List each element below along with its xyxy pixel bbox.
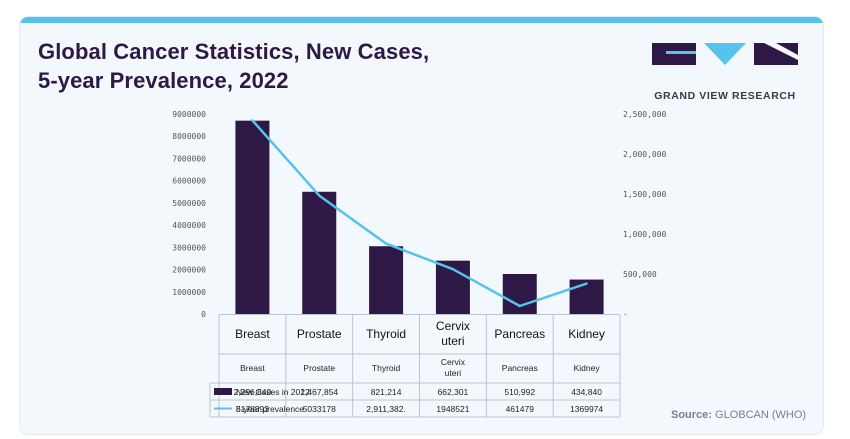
legend-name: 5-year prevalence: [236, 404, 304, 414]
legend-key-bar: [214, 388, 232, 395]
table-cell-prevalence: 8178393: [236, 404, 269, 414]
table-cell-new-cases: 434,840: [571, 387, 602, 397]
table-cell-prevalence: 2,911,382.: [366, 404, 406, 414]
table-header-label: Kidney: [574, 363, 601, 373]
logo-mark-icon: [652, 43, 798, 65]
x-tick-label: Thyroid: [366, 327, 406, 341]
bar-new-cases: [502, 274, 537, 314]
table-header-label: Pancreas: [502, 363, 538, 373]
legend-name: New Cases in 2022: [236, 387, 310, 397]
table-cell-new-cases: 662,301: [438, 387, 469, 397]
table-cell-prevalence: 5033178: [303, 404, 336, 414]
y-right-tick-label: -: [623, 310, 628, 319]
table-cell-new-cases: 821,214: [371, 387, 402, 397]
y-right-tick-label: 2,500,000: [623, 110, 667, 119]
source-label: Source:: [671, 409, 712, 421]
bar-new-cases: [302, 191, 337, 314]
bar-new-cases: [569, 279, 604, 314]
table-header-label: Breast: [240, 363, 265, 373]
table-cell-new-cases: 1,467,854: [300, 387, 338, 397]
y-left-tick-label: 0: [201, 310, 206, 319]
table-cell-new-cases: 2,296,840: [234, 387, 272, 397]
line-5-year-prevalence: [251, 119, 588, 308]
top-accent-bar: [20, 17, 823, 23]
x-tick-label: Cervix: [436, 319, 470, 333]
table-header-label: Prostate: [303, 363, 335, 373]
y-left-tick-label: 5000000: [172, 199, 206, 208]
chart-title: Global Cancer Statistics, New Cases, 5-y…: [38, 37, 429, 95]
bar-new-cases: [369, 246, 404, 314]
x-tick-label: uteri: [441, 334, 464, 348]
y-left-tick-label: 2000000: [172, 266, 206, 275]
y-right-tick-label: 1,000,000: [623, 230, 667, 239]
logo-text: GRAND VIEW RESEARCH: [654, 90, 796, 102]
x-tick-label: Pancreas: [494, 327, 545, 341]
source-value: GLOBCAN (WHO): [715, 409, 807, 421]
combo-chart: 0 1000000 2000000 3000000 4000000 5000000 6000…: [172, 110, 667, 418]
y-right-tick-label: 500,000: [623, 270, 657, 279]
table-cell-prevalence: 461479: [506, 404, 535, 414]
y-left-tick-label: 6000000: [172, 177, 206, 186]
y-right-tick-label: 2,000,000: [623, 150, 667, 159]
table-cell-prevalence: 1948521: [436, 404, 469, 414]
table-header-label: uteri: [445, 368, 462, 378]
grand-view-research-logo: GRAND VIEW RESEARCH: [652, 41, 798, 103]
y-left-tick-label: 9000000: [172, 110, 206, 119]
x-tick-label: Breast: [235, 327, 270, 341]
y-left-tick-label: 3000000: [172, 243, 206, 252]
source-note: Source: GLOBCAN (WHO): [671, 409, 806, 421]
table-cell-new-cases: 510,992: [504, 387, 535, 397]
y-left-tick-label: 4000000: [172, 221, 206, 230]
table-header-label: Thyroid: [372, 363, 401, 373]
table-cell-prevalence: 1369974: [570, 404, 603, 414]
y-left-tick-label: 1000000: [172, 288, 206, 297]
y-left-tick-label: 8000000: [172, 132, 206, 141]
y-right-tick-label: 1,500,000: [623, 190, 667, 199]
x-tick-label: Prostate: [297, 327, 342, 341]
table-header-label: Cervix: [441, 357, 466, 367]
title-line-1: Global Cancer Statistics, New Cases,: [38, 39, 430, 64]
bar-new-cases: [235, 120, 270, 315]
y-left-tick-label: 7000000: [172, 154, 206, 163]
title-line-2: 5-year Prevalence, 2022: [38, 68, 289, 93]
x-tick-label: Kidney: [568, 327, 605, 341]
chart-card: Global Cancer Statistics, New Cases, 5-y…: [20, 17, 823, 434]
